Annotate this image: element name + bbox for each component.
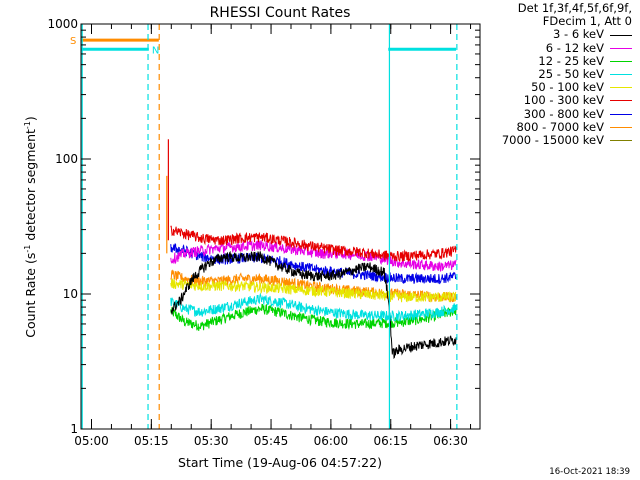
legend-entry-4: 50 - 100 keV — [468, 80, 636, 95]
y-tick-label-3: 1000 — [47, 17, 78, 31]
x-tick-label-5: 06:15 — [373, 434, 408, 448]
legend-label-5: 100 - 300 keV — [523, 93, 604, 108]
legend-swatch-2 — [610, 60, 632, 62]
legend-label-3: 25 - 50 keV — [538, 66, 604, 81]
x-tick-label-2: 05:30 — [194, 434, 229, 448]
legend-label-7: 800 - 7000 keV — [516, 119, 604, 134]
legend-swatch-8 — [610, 140, 632, 141]
legend-entry-8: 7000 - 15000 keV — [468, 132, 636, 147]
legend-rows: 3 - 6 keV 6 - 12 keV 12 - 25 keV 25 - 50 ke… — [468, 28, 636, 147]
legend-entry-3: 25 - 50 keV — [468, 66, 636, 81]
legend-swatch-4 — [610, 87, 632, 89]
legend: Det 1f,3f,4f,5f,6f,9f, FDecim 1, Att 0 3… — [468, 1, 636, 147]
legend-header-line-2: FDecim 1, Att 0 — [542, 14, 632, 29]
flag-label-0: S — [70, 36, 76, 47]
legend-label-2: 12 - 25 keV — [538, 53, 604, 68]
y-axis-label-suffix: ) — [23, 116, 38, 121]
legend-entry-7: 800 - 7000 keV — [468, 119, 636, 134]
x-tick-label-4: 06:00 — [314, 434, 349, 448]
y-axis-label-mid: detector segment — [23, 129, 38, 245]
vline-layer — [81, 24, 458, 429]
legend-label-1: 6 - 12 keV — [545, 40, 604, 55]
legend-entry-1: 6 - 12 keV — [468, 40, 636, 55]
chart-title: RHESSI Count Rates — [210, 5, 351, 21]
legend-entry-2: 12 - 25 keV — [468, 53, 636, 68]
legend-entry-0: 3 - 6 keV — [468, 28, 636, 41]
y-tick-label-0: 1 — [70, 422, 78, 436]
x-axis-label: Start Time (19-Aug-06 04:57:22) — [178, 455, 382, 470]
x-tick-label-3: 05:45 — [254, 434, 289, 448]
legend-swatch-0 — [610, 34, 632, 36]
series-line-2 — [170, 303, 457, 331]
plot-frame — [80, 23, 481, 430]
y-axis-label-sup2: -1 — [23, 121, 32, 129]
legend-swatch-7 — [610, 126, 632, 128]
y-axis-label: Count Rate (s-1 detector segment-1) — [23, 116, 38, 338]
x-tick-label-0: 05:00 — [74, 434, 109, 448]
series-line-5 — [170, 225, 457, 263]
legend-entry-6: 300 - 800 keV — [468, 106, 636, 121]
timestamp: 16-Oct-2021 18:39 — [549, 467, 630, 477]
legend-swatch-6 — [610, 113, 632, 115]
series-line-6 — [170, 242, 457, 285]
y-axis-label-prefix: Count Rate (s — [23, 253, 38, 338]
legend-label-8: 7000 - 15000 keV — [501, 132, 604, 147]
x-tick-label-6: 06:30 — [433, 434, 468, 448]
legend-label-0: 3 - 6 keV — [553, 27, 604, 42]
legend-swatch-5 — [610, 100, 632, 102]
flag-layer: SN — [70, 36, 457, 56]
legend-swatch-3 — [610, 74, 632, 76]
y-tick-label-2: 100 — [55, 152, 78, 166]
series-line-0 — [170, 250, 457, 360]
series-line-3 — [170, 292, 457, 322]
x-tick-label-1: 05:15 — [134, 434, 169, 448]
legend-header-line-1: Det 1f,3f,4f,5f,6f,9f, — [517, 1, 632, 15]
y-tick-label-1: 10 — [63, 287, 78, 301]
legend-entry-5: 100 - 300 keV — [468, 94, 636, 107]
legend-label-4: 50 - 100 keV — [531, 80, 604, 95]
legend-swatch-1 — [610, 47, 632, 49]
flag-label-1: N — [152, 45, 159, 56]
axis-layer: 1 10 100 1000 05:00 05:15 05:30 05:45 06:00 06:15… — [47, 17, 480, 448]
legend-label-6: 300 - 800 keV — [523, 106, 604, 121]
series-layer — [166, 139, 457, 360]
y-axis-label-sup1: -1 — [23, 245, 32, 253]
series-line-4 — [170, 278, 457, 303]
